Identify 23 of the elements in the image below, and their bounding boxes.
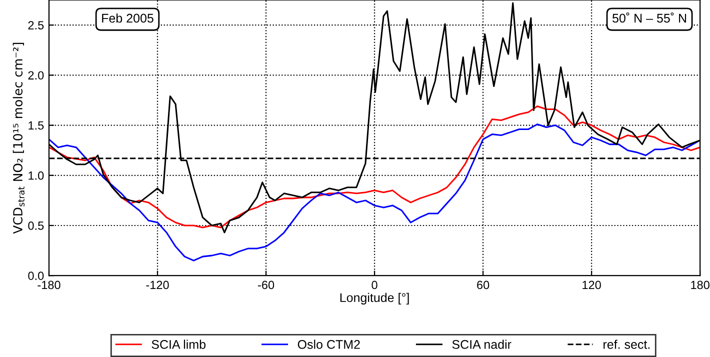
y-tick-label: 0.5 <box>28 222 44 230</box>
annotation: 50˚ N – 55˚ N <box>612 12 686 23</box>
legend-label: SCIA nadir <box>452 340 512 349</box>
legend-label: Oslo CTM2 <box>298 340 360 349</box>
x-tick-label: 0 <box>372 280 378 290</box>
y-tick-label: 1.0 <box>28 171 44 180</box>
x-tick-label: -60 <box>258 280 274 290</box>
y-tick-label: 0.0 <box>28 272 44 280</box>
y-tick-label: 1.5 <box>28 121 44 130</box>
y-tick-label: 2.0 <box>28 71 44 80</box>
x-tick-label: -180 <box>38 280 60 290</box>
line-series <box>48 124 700 262</box>
line-series <box>48 105 700 228</box>
x-tick-label: -120 <box>146 280 169 290</box>
y-axis-title: VCD$_{strat}$ NO₂ [10¹⁵ molec cm⁻²] <box>12 42 25 234</box>
y-tick-label: 2.5 <box>28 21 44 30</box>
annotation: Feb 2005 <box>102 13 154 23</box>
x-axis-title: Longitude [°] <box>340 292 409 305</box>
legend-label: ref. sect. <box>604 340 650 349</box>
x-tick-label: 180 <box>691 280 710 290</box>
x-tick-label: 60 <box>477 280 490 290</box>
legend-label: SCIA limb <box>152 340 206 349</box>
x-tick-label: 120 <box>582 280 601 290</box>
